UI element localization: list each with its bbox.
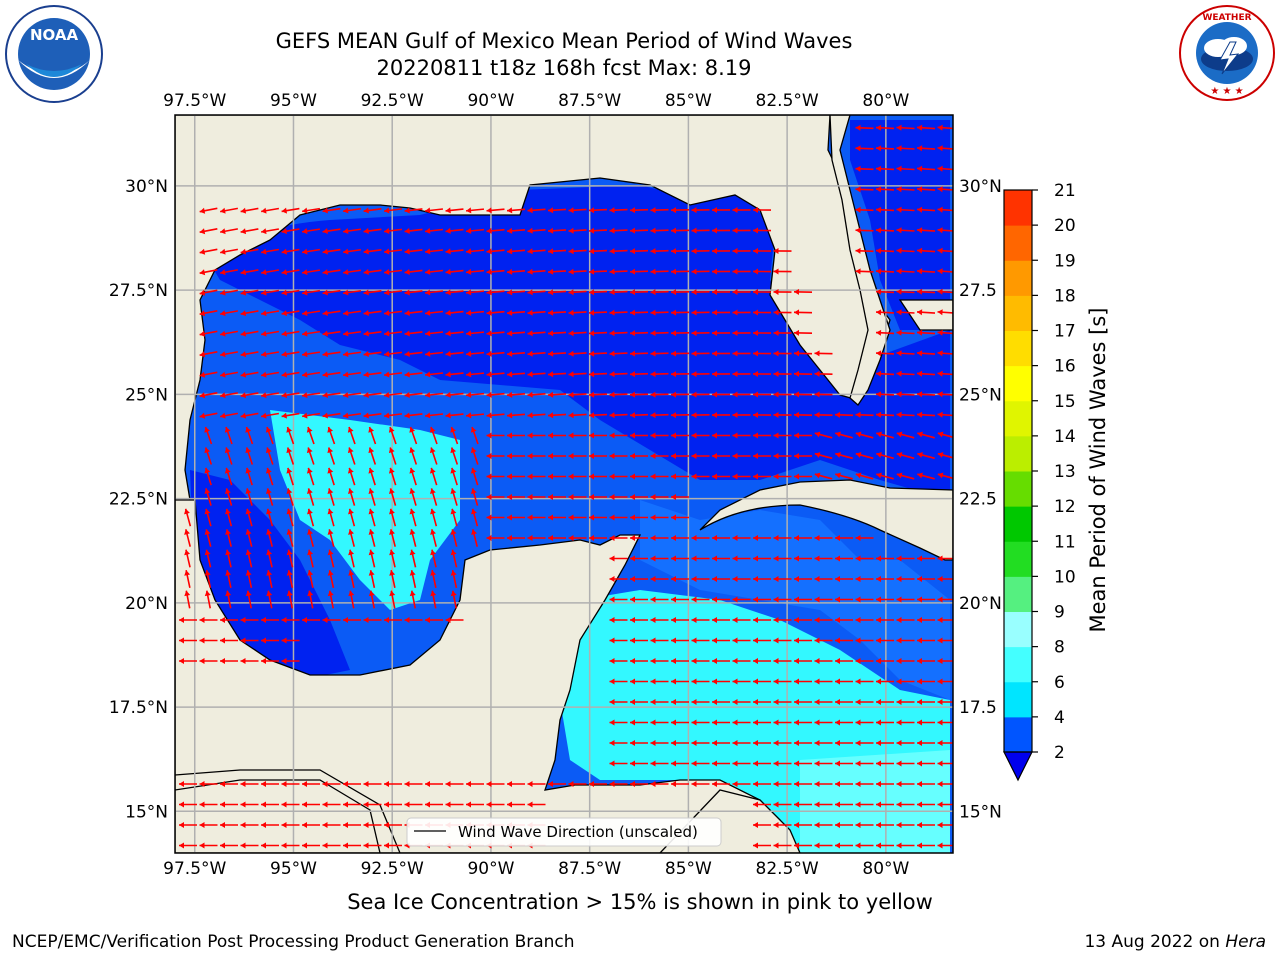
noaa-logo-text: NOAA: [30, 26, 79, 44]
colorbar-band: [1004, 506, 1032, 542]
map-subtitle: 20220811 t18z 168h fcst Max: 8.19: [376, 56, 752, 80]
colorbar-under-arrow: [1003, 751, 1033, 782]
wind-wave-arrows: [179, 124, 953, 849]
colorbar-band: [1004, 225, 1032, 261]
lat-label-right: 25°N: [959, 385, 1002, 405]
footer-date-text: 13 Aug 2022 on: [1084, 932, 1226, 952]
colorbar-tick-label: 8: [1054, 638, 1065, 658]
footer-date: 13 Aug 2022 on Hera: [1084, 932, 1266, 952]
lon-label-bottom: 97.5°W: [163, 859, 226, 879]
lat-labels-right: 30°N 27.5 25°N 22.5 20°N 17.5 15°N: [959, 177, 1002, 822]
lat-label-right: 30°N: [959, 177, 1002, 197]
lat-label-left: 27.5°N: [109, 281, 168, 301]
colorbar-tick-label: 6: [1054, 673, 1065, 693]
lat-label-right: 20°N: [959, 594, 1002, 614]
lon-label-bottom: 87.5°W: [558, 859, 621, 879]
colorbar-band: [1004, 576, 1032, 612]
lon-label-top: 90°W: [467, 91, 514, 111]
footer-host: Hera: [1225, 932, 1266, 952]
noaa-logo-icon: NOAA: [4, 4, 104, 104]
lon-label-bottom: 85°W: [665, 859, 712, 879]
lat-labels-left: 30°N 27.5°N 25°N 22.5°N 20°N 17.5°N 15°N: [109, 177, 168, 822]
colorbar-tick-label: 12: [1054, 497, 1076, 517]
lon-label-top: 95°W: [270, 91, 317, 111]
lon-labels-top: 97.5°W 95°W 92.5°W 90°W 87.5°W 85°W 82.5°W 80°W: [163, 91, 909, 111]
lat-label-right: 17.5: [959, 698, 997, 718]
colorbar-tick-label: 14: [1054, 427, 1076, 447]
lon-label-bottom: 95°W: [270, 859, 317, 879]
lon-label-top: 85°W: [665, 91, 712, 111]
colorbar-tick-label: 2: [1054, 743, 1065, 763]
colorbar-tick-label: 11: [1054, 532, 1076, 552]
svg-text:WEATHER: WEATHER: [1202, 13, 1251, 23]
colorbar-tick-label: 15: [1054, 392, 1076, 412]
lon-label-top: 97.5°W: [163, 91, 226, 111]
map-legend: Wind Wave Direction (unscaled): [406, 817, 722, 847]
nws-logo-icon: WEATHER ★ ★ ★: [1178, 4, 1276, 102]
lat-label-left: 20°N: [125, 594, 168, 614]
svg-text:★ ★ ★: ★ ★ ★: [1210, 86, 1243, 97]
colorbar-tick-label: 4: [1054, 708, 1065, 728]
colorbar-tick-label: 10: [1054, 567, 1076, 587]
lat-label-left: 30°N: [125, 177, 168, 197]
colorbar-band: [1004, 471, 1032, 507]
colorbar: 2 4 6 8 9 10 11 12 13 14 15 16 17 18 19 20 21: [1003, 181, 1076, 782]
colorbar-tick-label: 17: [1054, 322, 1076, 342]
colorbar-tick-label: 19: [1054, 251, 1076, 271]
colorbar-band: [1004, 190, 1032, 226]
lon-label-bottom: 90°W: [467, 859, 514, 879]
map-title: GEFS MEAN Gulf of Mexico Mean Period of …: [275, 29, 853, 53]
lon-label-top: 87.5°W: [558, 91, 621, 111]
colorbar-band: [1004, 295, 1032, 331]
colorbar-band: [1004, 716, 1032, 753]
lon-label-top: 92.5°W: [361, 91, 424, 111]
colorbar-band: [1004, 681, 1032, 718]
colorbar-tick-label: 20: [1054, 216, 1076, 236]
lat-label-left: 15°N: [125, 802, 168, 822]
lon-label-bottom: 82.5°W: [756, 859, 819, 879]
sea-ice-note: Sea Ice Concentration > 15% is shown in …: [347, 890, 933, 914]
colorbar-tick-label: 21: [1054, 181, 1076, 201]
lat-label-right: 15°N: [959, 802, 1002, 822]
colorbar-band: [1004, 260, 1032, 296]
map-frame: [174, 114, 954, 854]
lon-label-top: 80°W: [862, 91, 909, 111]
lat-label-right: 22.5: [959, 490, 997, 510]
lon-label-bottom: 92.5°W: [361, 859, 424, 879]
colorbar-band: [1004, 611, 1032, 648]
legend-label: Wind Wave Direction (unscaled): [458, 823, 698, 841]
land: [175, 115, 953, 853]
colorbar-band: [1004, 365, 1032, 402]
lat-label-left: 17.5°N: [109, 698, 168, 718]
colorbar-band: [1004, 435, 1032, 472]
colorbar-band: [1004, 541, 1032, 577]
colorbar-band: [1004, 330, 1032, 367]
colorbar-band: [1004, 400, 1032, 437]
lon-label-top: 82.5°W: [756, 91, 819, 111]
lat-label-left: 25°N: [125, 385, 168, 405]
lat-label-right: 27.5: [959, 281, 997, 301]
colorbar-label: Mean Period of Wind Waves [s]: [1086, 308, 1110, 633]
lat-label-left: 22.5°N: [109, 490, 168, 510]
colorbar-tick-label: 13: [1054, 462, 1076, 482]
colorbar-tick-label: 18: [1054, 286, 1076, 306]
colorbar-band: [1004, 646, 1032, 683]
lon-label-bottom: 80°W: [862, 859, 909, 879]
colorbar-tick-label: 9: [1054, 603, 1065, 623]
colorbar-tick-label: 16: [1054, 357, 1076, 377]
lon-labels-bottom: 97.5°W 95°W 92.5°W 90°W 87.5°W 85°W 82.5°W 80°W: [163, 859, 909, 879]
footer-credit: NCEP/EMC/Verification Post Processing Pr…: [12, 932, 575, 952]
